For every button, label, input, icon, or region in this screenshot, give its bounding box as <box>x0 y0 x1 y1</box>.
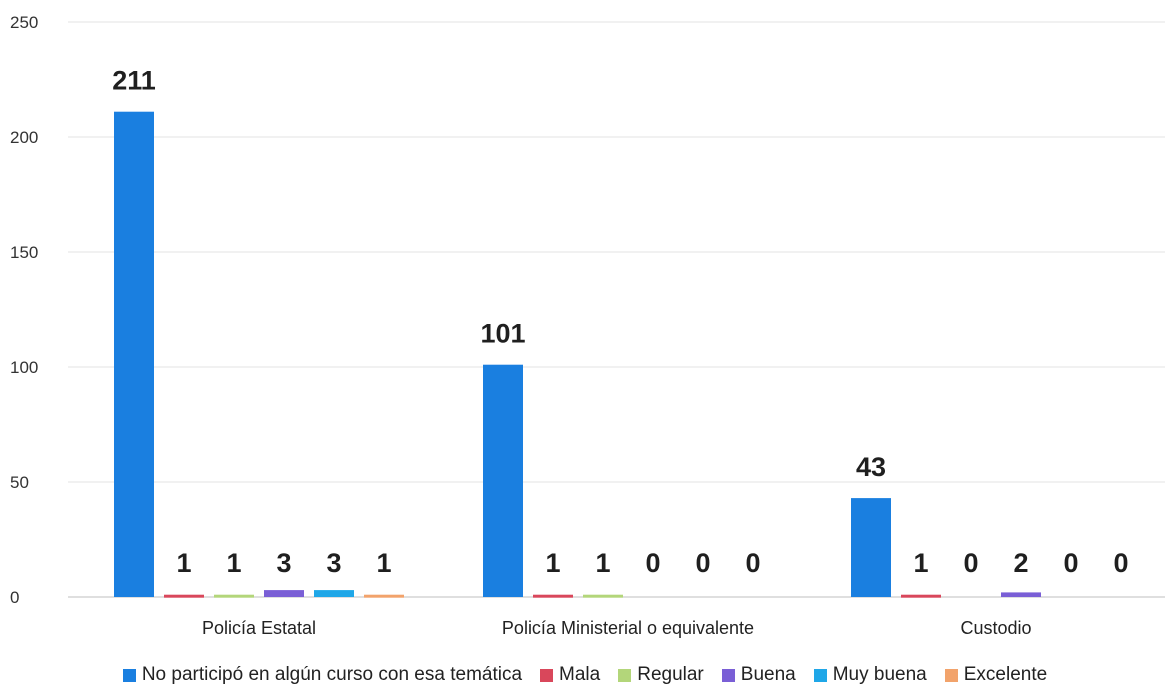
legend-swatch <box>944 668 958 682</box>
y-tick-label: 200 <box>10 128 38 147</box>
data-label: 1 <box>913 548 928 578</box>
bar <box>1001 592 1041 597</box>
data-label: 0 <box>645 548 660 578</box>
y-tick-label: 150 <box>10 243 38 262</box>
data-label: 1 <box>595 548 610 578</box>
legend-item: No participó en algún curso con esa temá… <box>122 664 523 686</box>
legend-swatch <box>122 668 136 682</box>
bar <box>533 594 573 598</box>
bar <box>314 590 354 597</box>
bar <box>114 111 154 597</box>
data-label: 1 <box>545 548 560 578</box>
y-tick-label: 250 <box>10 13 38 32</box>
y-tick-label: 0 <box>10 588 19 607</box>
data-label: 3 <box>276 548 291 578</box>
data-label: 0 <box>695 548 710 578</box>
data-label: 101 <box>480 319 525 349</box>
bar <box>364 594 404 598</box>
data-label: 2 <box>1013 548 1028 578</box>
bar <box>583 594 623 598</box>
data-label: 211 <box>112 66 156 96</box>
data-label: 1 <box>226 548 241 578</box>
legend-item: Mala <box>540 664 600 686</box>
bar <box>851 498 891 597</box>
y-tick-label: 50 <box>10 473 29 492</box>
data-label: 1 <box>176 548 191 578</box>
bar <box>264 590 304 597</box>
x-category-label: Policía Ministerial o equivalente <box>502 618 754 638</box>
legend-label: No participó en algún curso con esa temá… <box>141 664 523 685</box>
legend-swatch <box>540 668 554 682</box>
legend-item: Muy buena <box>813 664 927 686</box>
x-axis-category-labels: Policía Estatal Policía Ministerial o equ… <box>202 618 1032 638</box>
legend-label: Buena <box>740 664 796 685</box>
x-category-label: Custodio <box>960 618 1031 638</box>
data-label: 1 <box>376 548 391 578</box>
legend-swatch <box>618 668 632 682</box>
x-category-label: Policía Estatal <box>202 618 316 638</box>
legend-label: Excelente <box>963 664 1048 685</box>
bar <box>901 594 941 598</box>
bars <box>114 111 1041 598</box>
data-label: 3 <box>326 548 341 578</box>
legend: No participó en algún curso con esa temá… <box>0 660 1170 690</box>
data-label: 0 <box>745 548 760 578</box>
legend-label: Regular <box>637 664 704 685</box>
legend-label: Mala <box>559 664 601 685</box>
bar <box>164 594 204 598</box>
legend-swatch <box>721 668 735 682</box>
bar <box>214 594 254 598</box>
data-label: 0 <box>1063 548 1078 578</box>
data-labels: 211 1 1 3 3 1 101 1 1 0 0 0 43 1 0 2 0 0 <box>112 66 1128 578</box>
data-label: 43 <box>856 452 886 482</box>
data-label: 0 <box>963 548 978 578</box>
gridlines <box>68 21 1165 598</box>
y-axis-tick-labels: 0 50 100 150 200 250 <box>10 13 38 607</box>
legend-swatch <box>813 668 827 682</box>
bar <box>483 364 523 597</box>
legend-item: Buena <box>721 664 796 686</box>
y-tick-label: 100 <box>10 358 38 377</box>
legend-item: Excelente <box>944 664 1048 686</box>
data-label: 0 <box>1113 548 1128 578</box>
legend-item: Regular <box>618 664 704 686</box>
legend-label: Muy buena <box>832 664 927 685</box>
